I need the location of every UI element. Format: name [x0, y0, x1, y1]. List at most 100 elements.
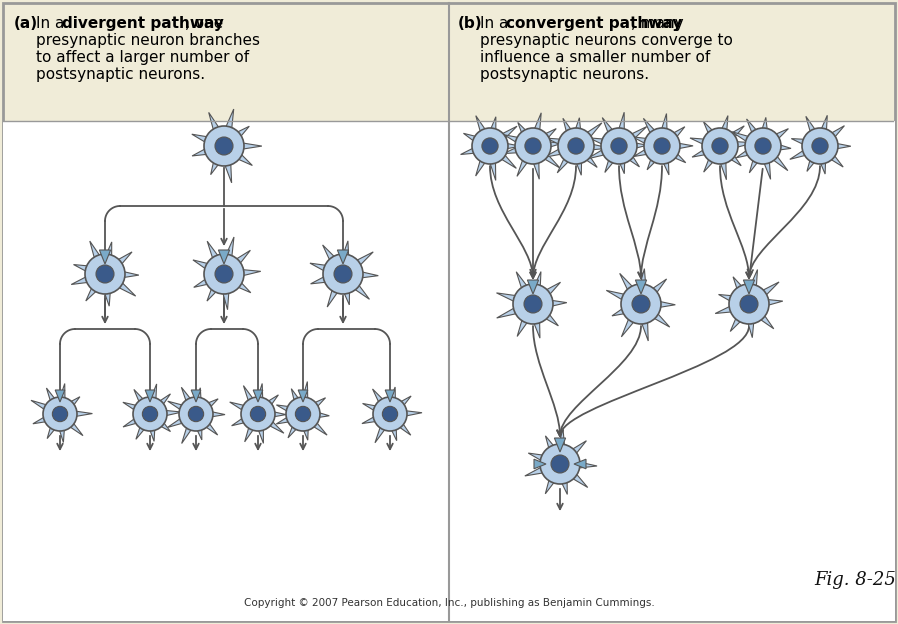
Polygon shape — [48, 424, 57, 439]
Polygon shape — [115, 280, 136, 296]
Polygon shape — [628, 127, 647, 141]
Polygon shape — [732, 132, 753, 144]
Circle shape — [241, 397, 275, 431]
Polygon shape — [327, 286, 340, 307]
Text: influence a smaller number of: influence a smaller number of — [480, 50, 710, 65]
FancyArrowPatch shape — [720, 166, 752, 278]
Polygon shape — [58, 426, 65, 442]
Circle shape — [654, 138, 670, 154]
Polygon shape — [568, 441, 586, 457]
Circle shape — [204, 254, 244, 294]
Polygon shape — [820, 115, 827, 134]
Circle shape — [215, 265, 233, 283]
Circle shape — [740, 295, 758, 313]
Polygon shape — [167, 416, 186, 427]
Polygon shape — [211, 158, 221, 175]
Polygon shape — [123, 402, 140, 412]
Polygon shape — [257, 426, 263, 443]
Polygon shape — [776, 144, 791, 150]
Polygon shape — [193, 260, 212, 271]
Polygon shape — [74, 265, 92, 273]
Circle shape — [133, 397, 167, 431]
Polygon shape — [238, 269, 260, 276]
Polygon shape — [575, 158, 582, 175]
FancyArrowPatch shape — [558, 326, 641, 436]
Circle shape — [702, 128, 738, 164]
Polygon shape — [253, 390, 263, 402]
Polygon shape — [543, 147, 565, 157]
Circle shape — [323, 254, 363, 294]
Polygon shape — [633, 147, 651, 157]
Polygon shape — [819, 158, 825, 174]
Circle shape — [513, 284, 553, 324]
Polygon shape — [363, 404, 380, 412]
Polygon shape — [402, 411, 422, 417]
Polygon shape — [342, 288, 349, 305]
Polygon shape — [58, 384, 65, 402]
Circle shape — [334, 265, 352, 283]
Polygon shape — [534, 459, 546, 469]
Circle shape — [755, 138, 771, 154]
Polygon shape — [670, 127, 685, 140]
Polygon shape — [546, 138, 564, 146]
Circle shape — [611, 138, 627, 154]
Polygon shape — [33, 415, 49, 424]
Polygon shape — [584, 123, 602, 140]
Polygon shape — [497, 152, 516, 168]
Polygon shape — [192, 147, 211, 156]
Polygon shape — [541, 311, 559, 326]
Polygon shape — [504, 146, 521, 154]
Circle shape — [251, 406, 266, 422]
Polygon shape — [145, 390, 154, 402]
Polygon shape — [661, 114, 667, 134]
Polygon shape — [181, 424, 193, 444]
Polygon shape — [644, 119, 657, 137]
Polygon shape — [476, 115, 488, 135]
Polygon shape — [575, 461, 597, 469]
Circle shape — [729, 284, 769, 324]
Text: (b): (b) — [458, 16, 482, 31]
Polygon shape — [648, 279, 666, 296]
Polygon shape — [833, 143, 850, 149]
Circle shape — [85, 254, 125, 294]
Polygon shape — [463, 134, 480, 144]
Polygon shape — [192, 134, 212, 145]
Polygon shape — [224, 237, 234, 261]
Polygon shape — [362, 415, 379, 424]
Polygon shape — [516, 272, 530, 293]
Polygon shape — [375, 424, 387, 443]
Polygon shape — [338, 250, 348, 264]
FancyArrowPatch shape — [558, 326, 749, 436]
Polygon shape — [533, 271, 541, 291]
FancyArrowPatch shape — [746, 166, 820, 278]
Polygon shape — [558, 155, 571, 173]
Polygon shape — [322, 245, 338, 264]
Text: postsynaptic neurons.: postsynaptic neurons. — [36, 67, 205, 82]
Polygon shape — [385, 390, 395, 402]
Polygon shape — [545, 436, 557, 453]
Polygon shape — [746, 119, 759, 137]
Polygon shape — [67, 397, 80, 408]
Polygon shape — [315, 412, 330, 418]
Circle shape — [472, 128, 508, 164]
Text: , many: , many — [631, 16, 683, 31]
Polygon shape — [632, 142, 647, 149]
Polygon shape — [690, 138, 709, 146]
Polygon shape — [703, 122, 716, 137]
Polygon shape — [302, 426, 308, 440]
Polygon shape — [807, 156, 817, 172]
Polygon shape — [747, 318, 754, 338]
Polygon shape — [353, 252, 374, 268]
Polygon shape — [265, 395, 278, 408]
Polygon shape — [554, 438, 566, 452]
Polygon shape — [640, 318, 648, 341]
Polygon shape — [612, 306, 629, 316]
Polygon shape — [638, 268, 646, 290]
Polygon shape — [357, 271, 378, 278]
Polygon shape — [218, 250, 230, 264]
Polygon shape — [533, 318, 540, 338]
Polygon shape — [632, 137, 650, 145]
Polygon shape — [558, 429, 565, 450]
Polygon shape — [66, 420, 83, 436]
Polygon shape — [208, 112, 221, 134]
